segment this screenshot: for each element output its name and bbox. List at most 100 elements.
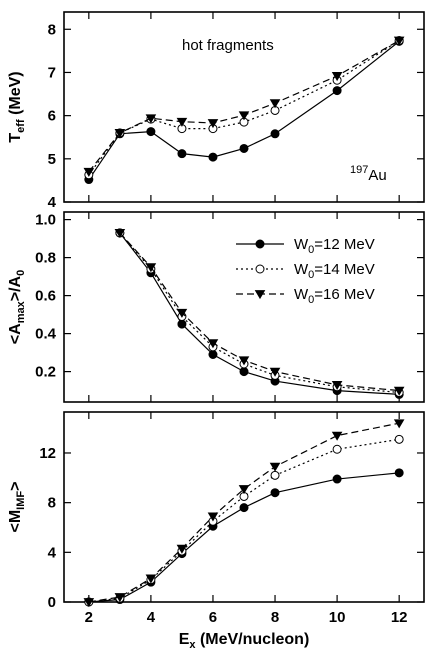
- data-point-w16: [145, 574, 157, 584]
- series-line-w16: [88, 422, 400, 603]
- data-point-w16: [269, 367, 281, 377]
- data-point-w16: [145, 263, 157, 273]
- annotation-isotope: 197Au: [350, 164, 387, 184]
- x-axis-label: Ex (MeV/nucleon): [179, 631, 310, 651]
- data-point-w16: [114, 229, 126, 239]
- data-point-w16: [269, 462, 281, 472]
- y-axis-label-temperature: Teff (MeV): [7, 71, 27, 142]
- data-point-w16: [207, 339, 219, 349]
- series-line-w12: [88, 40, 400, 180]
- y-tick-label: 5: [48, 151, 56, 168]
- x-tick-label: 6: [209, 609, 217, 626]
- data-point-w14: [394, 434, 404, 444]
- y-axis-label-amax: <Amax>/A0: [7, 270, 27, 344]
- legend-marker-shape: [254, 290, 266, 300]
- legend-label-w12: W0=12 MeV: [294, 236, 375, 256]
- data-point-w16: [238, 356, 250, 366]
- y-tick-label: 4: [48, 194, 57, 211]
- data-point-w12: [270, 129, 280, 139]
- y-axis-label-imf: <MIMF>: [7, 482, 27, 533]
- panel-imf: 2 4 6 8 10 12 0 4 8 12 <MIMF>: [7, 411, 425, 626]
- legend-entry: W0=14 MeV: [236, 261, 375, 281]
- legend-entry: W0=16 MeV: [236, 286, 375, 306]
- x-tick-label: 12: [391, 609, 408, 626]
- series-line-w16: [119, 232, 400, 392]
- y-tick-label: 0.2: [35, 364, 56, 381]
- legend-label-w14: W0=14 MeV: [294, 261, 375, 281]
- data-point-w16: [393, 419, 405, 429]
- data-point-w16: [393, 36, 405, 46]
- series-line-w14: [88, 39, 400, 176]
- data-point-w12: [177, 149, 187, 159]
- data-point-w16: [114, 593, 126, 603]
- data-point-w12: [239, 143, 249, 153]
- legend-marker-shape: [255, 239, 265, 249]
- data-point-w14: [332, 444, 342, 454]
- y-tick-label: 8: [48, 495, 56, 512]
- legend-marker-w12: [255, 239, 265, 249]
- series-line-w12: [119, 232, 400, 395]
- data-point-w16: [145, 114, 157, 124]
- legend-marker-shape: [255, 264, 265, 274]
- x-tick-label: 8: [271, 609, 279, 626]
- data-point-w12: [332, 86, 342, 96]
- data-point-w16: [176, 308, 188, 318]
- series-line-w14: [119, 232, 400, 394]
- data-point-w12: [332, 474, 342, 484]
- y-tick-label: 0.4: [35, 326, 57, 343]
- x-tick-label: 4: [147, 609, 156, 626]
- data-point-w16: [331, 72, 343, 82]
- legend-marker-w16: [254, 290, 266, 300]
- panel-amax: 0.2 0.4 0.6 0.8 1.0 <Amax>/A0: [7, 211, 425, 403]
- legend-marker-w14: [255, 264, 265, 274]
- panel-frame: [63, 11, 425, 203]
- data-point-w16: [331, 381, 343, 391]
- data-point-w16: [207, 119, 219, 129]
- series-layer: [83, 419, 405, 608]
- data-point-w12: [239, 367, 249, 377]
- y-tick-label: 4: [48, 544, 57, 561]
- series-line-w14: [88, 438, 400, 603]
- legend-entry: W0=12 MeV: [236, 236, 375, 256]
- legend: W0=12 MeV W0=14 MeV W0=16 MeV: [236, 236, 375, 306]
- y-tick-label: 6: [48, 108, 56, 125]
- data-point-w16: [331, 431, 343, 441]
- panel-ticks: 4 5 6 7 8: [48, 12, 424, 211]
- series-layer: [114, 228, 405, 399]
- y-tick-label: 1.0: [35, 212, 56, 229]
- data-point-w16: [269, 99, 281, 109]
- panel-temperature: 4 5 6 7 8 hot fragments 197Au Teff (MeV): [7, 11, 425, 211]
- data-point-w16: [114, 129, 126, 139]
- data-point-w12: [208, 350, 218, 359]
- isotope-symbol: Au: [368, 167, 386, 184]
- y-tick-label: 7: [48, 64, 56, 81]
- data-point-w16: [176, 544, 188, 554]
- y-tick-label: 0.8: [35, 250, 56, 267]
- series-layer: [83, 36, 405, 185]
- legend-label-w16: W0=16 MeV: [294, 286, 375, 306]
- data-point-w16: [83, 167, 95, 177]
- y-tick-label: 0.6: [35, 288, 56, 305]
- panel-ticks: 2 4 6 8 10 12 0 4 8 12: [39, 412, 424, 626]
- x-tick-label: 2: [85, 609, 93, 626]
- panel-frame: [63, 411, 425, 603]
- data-point-w12: [239, 503, 249, 513]
- data-point-w16: [207, 512, 219, 522]
- y-tick-label: 8: [48, 21, 56, 38]
- data-point-w14: [270, 470, 280, 480]
- y-tick-label: 0: [48, 594, 56, 611]
- data-point-w16: [176, 117, 188, 127]
- data-point-w16: [393, 386, 405, 396]
- data-point-w12: [146, 127, 156, 137]
- data-point-w16: [238, 485, 250, 495]
- panel-frame: [63, 211, 425, 403]
- y-tick-label: 12: [39, 445, 56, 462]
- data-point-w12: [177, 319, 187, 329]
- x-tick-label: 10: [329, 609, 346, 626]
- data-point-w16: [238, 111, 250, 121]
- panel-ticks: 0.2 0.4 0.6 0.8 1.0: [35, 212, 424, 402]
- annotation-hot-fragments: hot fragments: [182, 37, 274, 54]
- data-point-w12: [208, 152, 218, 162]
- data-point-w16: [83, 598, 95, 608]
